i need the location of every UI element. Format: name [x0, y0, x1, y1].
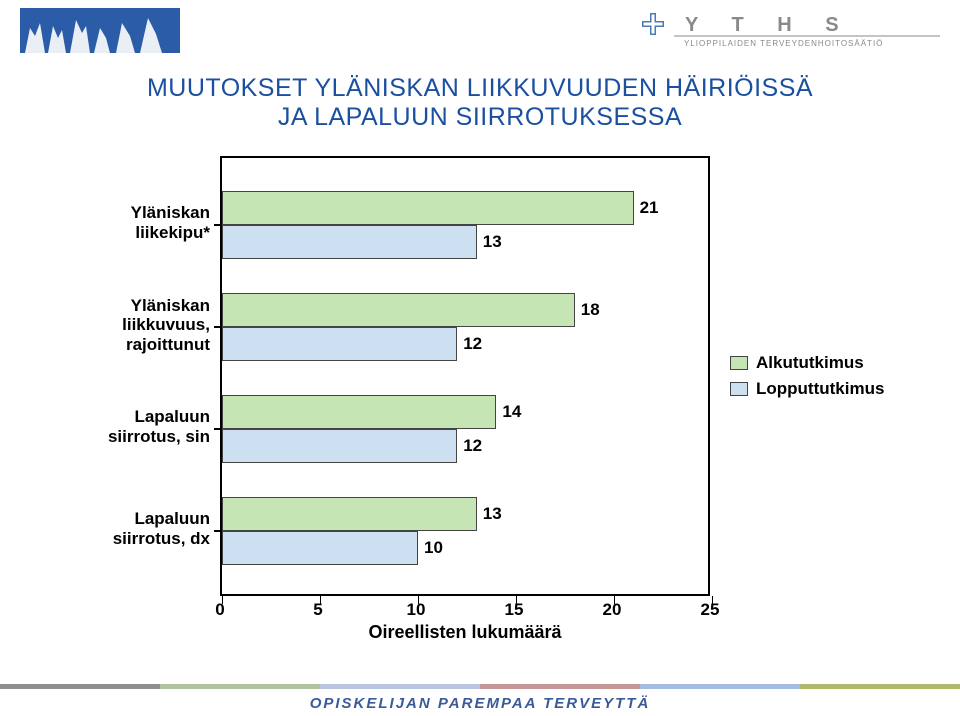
chart-title: MUUTOKSET YLÄNISKAN LIIKKUVUUDEN HÄIRIÖI…	[0, 74, 960, 132]
x-tick-label: 15	[505, 600, 524, 620]
bar	[222, 225, 477, 259]
bar	[222, 429, 457, 463]
org-subtext: YLIOPPILAIDEN TERVEYDENHOITOSÄÄTIÖ	[684, 39, 883, 48]
bar	[222, 531, 418, 565]
legend-swatch-alkututkimus	[730, 356, 748, 370]
category-label: Lapaluunsiirrotus, dx	[50, 509, 210, 548]
legend-label: Alkututkimus	[756, 353, 864, 373]
org-logo-block: Y T H S YLIOPPILAIDEN TERVEYDENHOITOSÄÄT…	[640, 11, 940, 49]
category-labels: Yläniskanliikekipu* Yläniskanliikkuvuus,r…	[50, 156, 220, 596]
legend-item-lopputtutkimus: Lopputtutkimus	[730, 379, 900, 399]
title-line-1: MUUTOKSET YLÄNISKAN LIIKKUVUUDEN HÄIRIÖI…	[0, 74, 960, 103]
bar-value-label: 18	[581, 300, 600, 320]
bar-value-label: 12	[463, 436, 482, 456]
legend-swatch-lopputtutkimus	[730, 382, 748, 396]
bar-value-label: 13	[483, 504, 502, 524]
page-footer: OPISKELIJAN PAREMPAA TERVEYTTÄ	[0, 684, 960, 716]
category-label: Yläniskanliikkuvuus,rajoittunut	[50, 296, 210, 355]
x-tick-label: 10	[407, 600, 426, 620]
bar-value-label: 14	[502, 402, 521, 422]
title-line-2: JA LAPALUUN SIIRROTUKSESSA	[0, 103, 960, 132]
category-label: Yläniskanliikekipu*	[50, 203, 210, 242]
org-logo: Y T H S YLIOPPILAIDEN TERVEYDENHOITOSÄÄT…	[640, 11, 940, 49]
plot-area: 21 13 18 12 14 12 13 10	[220, 156, 710, 596]
x-axis-title: Oireellisten lukumäärä	[220, 622, 710, 643]
x-tick-label: 20	[603, 600, 622, 620]
bar-value-label: 13	[483, 232, 502, 252]
page-header: Y T H S YLIOPPILAIDEN TERVEYDENHOITOSÄÄT…	[0, 0, 960, 60]
bar	[222, 497, 477, 531]
bar	[222, 327, 457, 361]
bar-value-label: 21	[640, 198, 659, 218]
x-tick-label: 25	[701, 600, 720, 620]
x-tick-label: 0	[215, 600, 224, 620]
bar	[222, 395, 496, 429]
bar	[222, 293, 575, 327]
footer-color-bar	[0, 684, 960, 689]
bar	[222, 191, 634, 225]
bar-chart: Yläniskanliikekipu* Yläniskanliikkuvuus,r…	[50, 156, 910, 596]
org-letters: Y T H S	[685, 14, 853, 36]
x-axis: Oireellisten lukumäärä 0 5 10 15 20 25	[50, 596, 910, 656]
legend-item-alkututkimus: Alkututkimus	[730, 353, 900, 373]
x-tick-label: 5	[313, 600, 322, 620]
bar-value-label: 10	[424, 538, 443, 558]
header-silhouette-banner	[20, 8, 180, 53]
footer-text: OPISKELIJAN PAREMPAA TERVEYTTÄ	[310, 695, 651, 712]
category-label: Lapaluunsiirrotus, sin	[50, 407, 210, 446]
legend-label: Lopputtutkimus	[756, 379, 884, 399]
legend: Alkututkimus Lopputtutkimus	[710, 156, 900, 596]
bar-value-label: 12	[463, 334, 482, 354]
